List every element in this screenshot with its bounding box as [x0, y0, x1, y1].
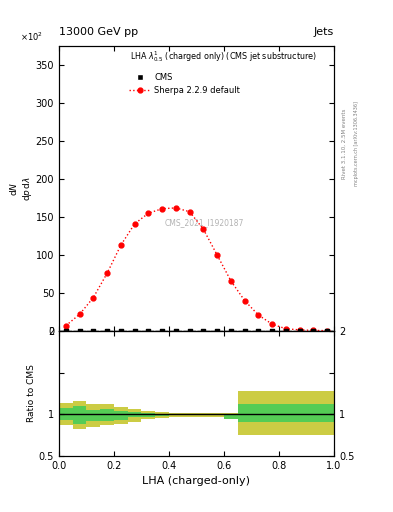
Point [324, 327, 331, 335]
Point [173, 327, 179, 335]
Text: 13000 GeV pp: 13000 GeV pp [59, 27, 138, 37]
X-axis label: LHA (charged-only): LHA (charged-only) [143, 476, 250, 486]
Point [76, 327, 83, 335]
Text: $\times10^{2}$: $\times10^{2}$ [20, 31, 43, 43]
Point [255, 327, 262, 335]
Text: Jets: Jets [314, 27, 334, 37]
Point [187, 327, 193, 335]
Point [104, 327, 110, 335]
Point [90, 327, 97, 335]
Point [63, 327, 69, 335]
Legend: CMS, Sherpa 2.2.9 default: CMS, Sherpa 2.2.9 default [129, 73, 240, 95]
Point [132, 327, 138, 335]
Text: Rivet 3.1.10, 2.5M events: Rivet 3.1.10, 2.5M events [342, 108, 347, 179]
Point [297, 327, 303, 335]
Point [145, 327, 152, 335]
Text: LHA $\lambda^{1}_{0.5}$ (charged only) (CMS jet substructure): LHA $\lambda^{1}_{0.5}$ (charged only) (… [130, 49, 318, 64]
Point [159, 327, 165, 335]
Text: mcplots.cern.ch [arXiv:1306.3436]: mcplots.cern.ch [arXiv:1306.3436] [354, 101, 359, 186]
Y-axis label: $\mathrm{d}N$
$\mathrm{d}p\,\mathrm{d}\lambda$: $\mathrm{d}N$ $\mathrm{d}p\,\mathrm{d}\l… [8, 176, 34, 201]
Text: CMS_2021_I1920187: CMS_2021_I1920187 [165, 218, 244, 227]
Point [310, 327, 317, 335]
Point [214, 327, 220, 335]
Point [118, 327, 124, 335]
Point [228, 327, 234, 335]
Point [283, 327, 289, 335]
Y-axis label: Ratio to CMS: Ratio to CMS [27, 365, 36, 422]
Point [200, 327, 207, 335]
Point [241, 327, 248, 335]
Point [269, 327, 275, 335]
